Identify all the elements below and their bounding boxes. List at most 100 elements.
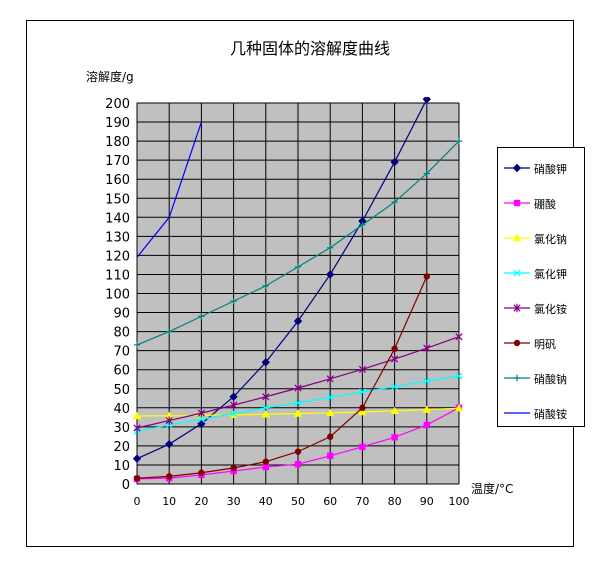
y-tick-label: 120	[105, 249, 130, 264]
legend-label: 硝酸钾	[534, 163, 567, 176]
data-point	[262, 282, 269, 290]
series-6	[133, 273, 430, 482]
x-tick-label: 100	[449, 495, 470, 508]
y-tick-label: 150	[105, 192, 130, 207]
data-point	[423, 170, 430, 177]
x-tick-label: 90	[420, 495, 434, 508]
data-point	[423, 421, 430, 429]
y-tick-label: 30	[113, 421, 130, 436]
data-point	[294, 263, 302, 271]
chart-title: 几种固体的溶解度曲线	[230, 39, 390, 58]
x-axis-ticks: 0 10 20 30 40 50 60 70 80 90 100	[134, 495, 470, 508]
data-point	[359, 221, 366, 229]
data-point	[198, 469, 205, 476]
legend-label: 氯化铵	[534, 303, 567, 316]
data-point	[262, 404, 270, 412]
y-tick-label: 100	[105, 288, 130, 303]
legend-symbol	[504, 163, 530, 173]
data-point	[262, 392, 270, 401]
legend-item: 硝酸钠	[498, 368, 584, 388]
legend-label: 硝酸铵	[534, 408, 567, 421]
data-point	[133, 423, 141, 433]
legend-symbol	[504, 199, 530, 207]
series-line	[136, 276, 428, 479]
x-tick-label: 50	[291, 495, 305, 508]
data-point	[229, 392, 238, 401]
x-tick-label: 20	[194, 495, 208, 508]
y-tick-label: 50	[113, 383, 130, 398]
data-point	[326, 408, 335, 417]
data-point	[422, 97, 431, 104]
y-tick-label: 80	[113, 326, 130, 341]
y-tick-label: 10	[113, 459, 130, 474]
data-point	[229, 409, 238, 418]
data-point	[359, 404, 366, 411]
legend-item: 明矾	[498, 333, 584, 353]
data-point	[423, 273, 430, 280]
data-point	[326, 374, 334, 384]
legend-symbol	[504, 233, 530, 242]
data-point	[261, 358, 270, 367]
legend-symbol	[504, 412, 530, 414]
data-point	[262, 463, 269, 471]
y-tick-label: 0	[122, 478, 130, 493]
data-point	[327, 433, 334, 440]
legend-label: 硼酸	[534, 198, 556, 211]
data-point	[327, 452, 334, 460]
series-8	[136, 121, 202, 258]
data-point	[293, 409, 303, 417]
series-5	[133, 332, 463, 433]
data-point	[423, 377, 431, 385]
data-point	[422, 405, 431, 413]
y-tick-label: 70	[113, 345, 130, 360]
y-tick-label: 130	[105, 230, 130, 245]
legend-symbol	[504, 269, 530, 277]
legend-symbol	[504, 374, 530, 382]
x-tick-label: 80	[388, 495, 402, 508]
data-point	[327, 244, 334, 251]
data-point	[326, 393, 334, 401]
data-point	[454, 403, 464, 412]
data-point	[198, 313, 205, 320]
data-point	[165, 416, 173, 425]
data-point	[133, 341, 141, 349]
x-tick-label: 60	[323, 495, 337, 508]
data-point	[455, 372, 463, 380]
legend-label: 硝酸钠	[534, 373, 567, 386]
data-point	[423, 343, 431, 353]
legend-marker	[513, 199, 521, 207]
legend-marker	[513, 269, 521, 277]
legend-label: 氯化钠	[534, 233, 567, 246]
y-tick-label: 200	[105, 97, 130, 112]
data-point	[166, 473, 173, 480]
y-tick-label: 40	[113, 402, 130, 417]
legend-item: 硝酸铵	[498, 403, 584, 423]
y-tick-label: 170	[105, 154, 130, 169]
y-axis-ticks: 0 10 20 30 40 50 60 70 80 90 100 110 120 130 140 150 160…	[105, 97, 130, 493]
data-point	[358, 407, 367, 416]
series-line	[136, 98, 428, 460]
data-point	[165, 411, 174, 420]
data-point	[261, 410, 270, 418]
legend-marker	[513, 339, 521, 347]
x-tick-label: 70	[355, 495, 369, 508]
legend-marker	[513, 303, 521, 313]
data-point	[390, 383, 399, 391]
data-point	[391, 345, 398, 352]
x-tick-label: 0	[134, 495, 141, 508]
legend-marker	[512, 163, 522, 173]
data-point	[230, 297, 237, 305]
data-point	[326, 270, 335, 279]
data-point	[197, 415, 206, 423]
legend-item: 硼酸	[498, 193, 584, 213]
data-point	[390, 157, 399, 167]
legend-symbol	[504, 339, 530, 347]
y-tick-label: 190	[105, 116, 130, 131]
data-point	[390, 406, 399, 415]
legend-label: 明矾	[534, 338, 556, 351]
data-point	[358, 388, 367, 396]
legend-item: 氯化钠	[498, 228, 584, 248]
series-7	[133, 137, 463, 349]
y-tick-label: 60	[113, 364, 130, 379]
data-point	[133, 475, 141, 482]
